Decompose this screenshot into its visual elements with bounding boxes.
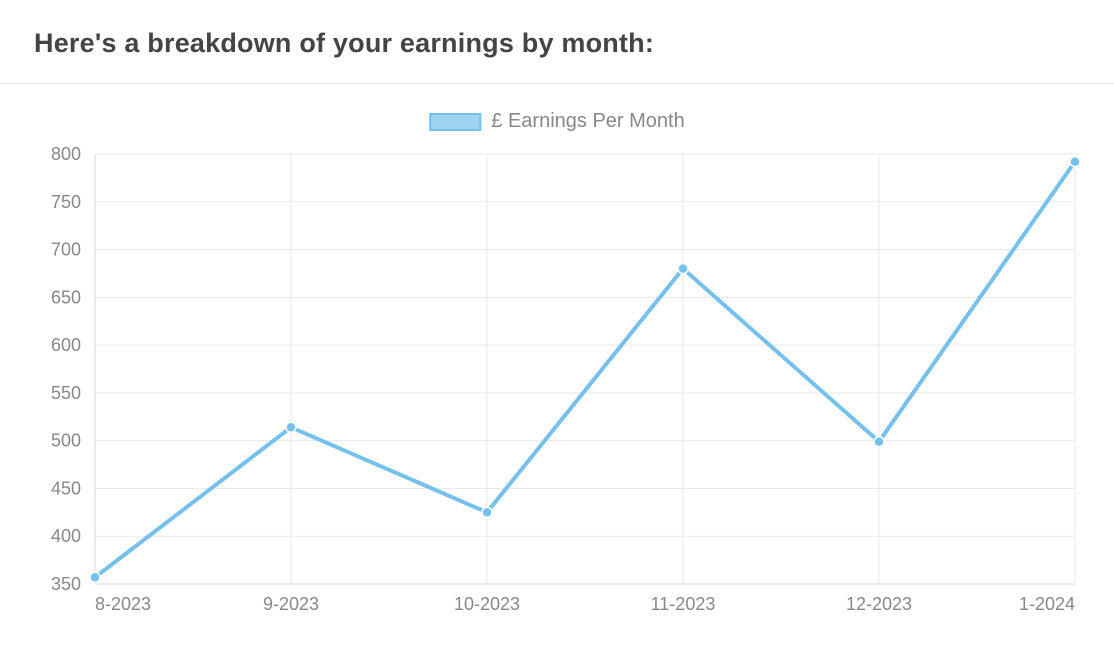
page: Here's a breakdown of your earnings by m… [0, 0, 1114, 672]
y-tick-label: 350 [51, 574, 81, 594]
y-tick-label: 800 [51, 144, 81, 164]
x-tick-label: 11-2023 [651, 594, 716, 614]
x-tick-label: 10-2023 [454, 594, 520, 614]
y-tick-label: 600 [51, 335, 81, 355]
y-tick-label: 400 [51, 526, 81, 546]
y-tick-label: 450 [51, 478, 81, 498]
x-tick-label: 12-2023 [846, 594, 912, 614]
y-tick-label: 750 [51, 192, 81, 212]
y-tick-label: 700 [51, 240, 81, 260]
data-point [1070, 157, 1080, 167]
legend-swatch [429, 113, 481, 131]
y-tick-label: 650 [51, 287, 81, 307]
page-title: Here's a breakdown of your earnings by m… [0, 0, 1114, 83]
x-tick-label: 1-2024 [1019, 594, 1075, 614]
x-tick-label: 8-2023 [95, 594, 151, 614]
data-point [90, 572, 100, 582]
y-tick-label: 550 [51, 383, 81, 403]
data-point [874, 437, 884, 447]
legend-label: £ Earnings Per Month [491, 110, 684, 133]
earnings-chart: £ Earnings Per Month 350 400 450 500 550 600 6… [0, 84, 1114, 644]
data-point [482, 507, 492, 517]
data-point [678, 264, 688, 274]
data-point [286, 422, 296, 432]
data-line [95, 162, 1075, 578]
y-tick-label: 500 [51, 431, 81, 451]
x-tick-label: 9-2023 [263, 594, 319, 614]
chart-legend: £ Earnings Per Month [429, 110, 684, 133]
chart-svg: 350 400 450 500 550 600 650 700 750 800 8-2023 9-20… [0, 84, 1114, 644]
